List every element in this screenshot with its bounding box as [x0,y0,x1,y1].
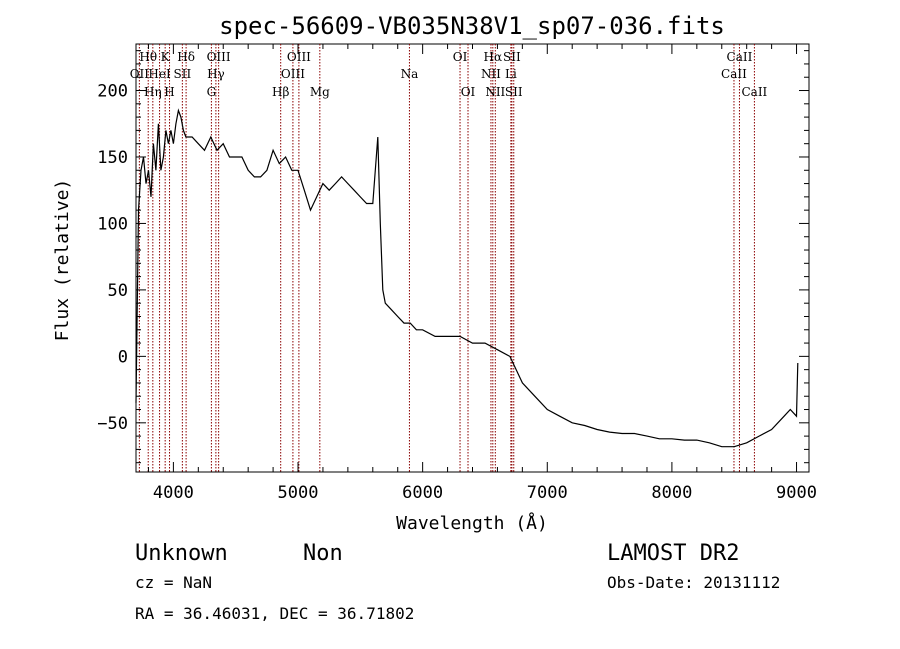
y-tick-label: 0 [118,347,128,367]
emission-line-labels: HθOIIHηHeIKHSIIHδGHγOIIIHβOIIIOIIIMgNaOI… [130,50,768,99]
emission-line-label: SII [174,67,192,81]
emission-line-label: Li [505,67,517,81]
x-axis-ticks: 4000 5000 6000 7000 8000 9000 [147,44,817,503]
emission-line-label: HeI [148,67,171,81]
object-class: Unknown [135,541,228,566]
spectrum-series [135,108,799,448]
emission-line-label: Hθ [139,50,157,64]
spectrum-line [135,108,799,448]
y-tick-label: 100 [97,214,128,234]
emission-line-label: CaII [727,50,753,64]
emission-line-label: Hδ [177,50,195,64]
emission-line-label: Mg [310,85,330,99]
x-tick-label: 9000 [776,483,817,503]
emission-line-label: K [161,50,171,64]
y-tick-label: 50 [108,281,128,301]
emission-line-label: SII [505,85,523,99]
emission-line-label: OII [130,67,150,81]
emission-line-label: OIII [207,50,231,64]
emission-line-markers [138,44,755,472]
emission-line-label: Hα [484,50,503,64]
survey-name: LAMOST DR2 [607,541,739,566]
object-subclass: Non [303,541,343,566]
emission-line-label: OIII [287,50,311,64]
plot-frame [135,43,810,473]
emission-line-label: CaII [721,67,747,81]
emission-line-label: SII [503,50,521,64]
emission-line-label: H [164,85,174,99]
emission-line-label: Na [401,67,419,81]
x-tick-label: 6000 [402,483,443,503]
redshift-cz: cz = NaN [135,573,212,592]
emission-line-label: G [207,85,217,99]
emission-line-label: NII [481,67,501,81]
ra-dec: RA = 36.46031, DEC = 36.71802 [135,604,414,623]
x-axis-label: Wavelength (Å) [396,512,548,534]
x-tick-label: 4000 [153,483,194,503]
plot-area: HθOIIHηHeIKHSIIHδGHγOIIIHβOIIIOIIIMgNaOI… [130,43,810,473]
y-axis-label: Flux (relative) [52,179,73,342]
emission-line-label: NII [485,85,505,99]
y-tick-label: 200 [97,82,128,102]
emission-line-label: Hγ [207,67,225,81]
emission-line-label: OI [453,50,468,64]
observation-date: Obs-Date: 20131112 [607,573,780,592]
y-tick-label: 150 [97,148,128,168]
y-axis-ticks: −50 0 50 100 150 200 [97,50,809,464]
x-tick-label: 7000 [527,483,568,503]
y-tick-label: −50 [97,414,128,434]
emission-line-label: OI [461,85,476,99]
x-tick-label: 8000 [651,483,692,503]
x-tick-label: 5000 [278,483,319,503]
emission-line-label: Hβ [272,85,289,99]
emission-line-label: CaII [741,85,767,99]
chart-title: spec-56609-VB035N38V1_sp07-036.fits [219,12,725,40]
emission-line-label: OIII [281,67,305,81]
emission-line-label: Hη [144,85,162,99]
